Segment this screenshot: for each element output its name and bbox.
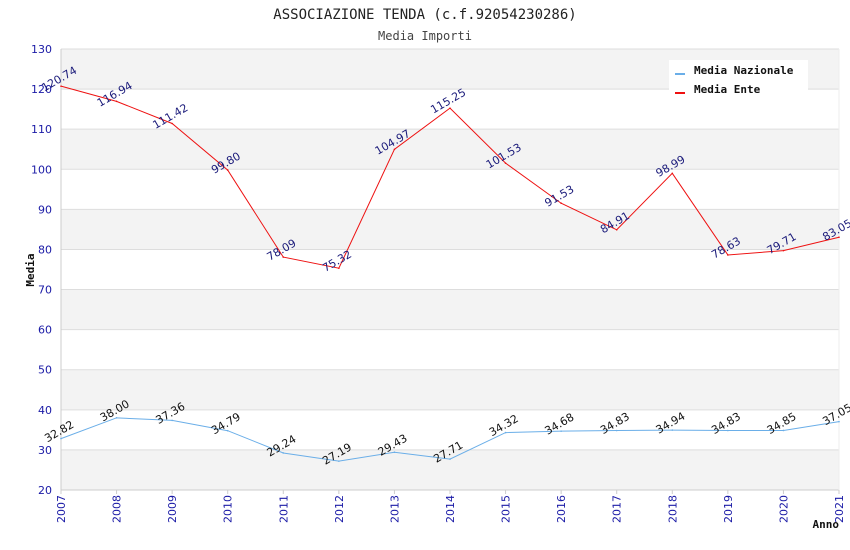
grid-band xyxy=(61,169,839,210)
chart-title: ASSOCIAZIONE TENDA (c.f.92054230286) xyxy=(273,7,576,23)
x-tick-label: 2016 xyxy=(555,495,568,523)
data-point xyxy=(282,256,285,258)
x-tick-label: 2011 xyxy=(277,495,290,523)
data-point xyxy=(504,431,507,434)
x-tick-label: 2009 xyxy=(166,495,179,523)
data-point xyxy=(393,451,396,453)
grid-band xyxy=(61,369,839,410)
data-point xyxy=(115,417,118,419)
legend-entry: Media Ente xyxy=(694,83,761,96)
y-tick-label: 20 xyxy=(38,484,52,497)
data-point xyxy=(449,107,451,109)
data-point xyxy=(338,460,340,462)
data-point xyxy=(727,429,729,432)
x-tick-label: 2020 xyxy=(777,495,790,523)
x-tick-label: 2019 xyxy=(722,495,735,523)
data-point xyxy=(671,429,674,431)
data-point xyxy=(782,429,785,432)
x-tick-label: 2015 xyxy=(500,495,513,523)
data-point xyxy=(393,148,396,151)
grid-band xyxy=(61,249,839,290)
data-point xyxy=(615,429,618,432)
data-point xyxy=(60,85,62,87)
data-point xyxy=(171,122,173,125)
data-point xyxy=(60,437,62,440)
x-tick-label: 2018 xyxy=(666,495,679,523)
x-tick-label: 2012 xyxy=(333,495,346,523)
y-axis-label: Media xyxy=(24,253,37,286)
data-point xyxy=(171,419,173,422)
grid-band xyxy=(61,289,839,330)
data-point xyxy=(226,169,229,171)
y-tick-label: 50 xyxy=(38,364,52,377)
y-tick-label: 30 xyxy=(38,444,52,457)
data-point xyxy=(671,172,674,175)
grid-band xyxy=(61,129,839,170)
y-tick-label: 120 xyxy=(31,83,52,96)
legend-entry: Media Nazionale xyxy=(694,64,794,77)
data-point xyxy=(838,236,840,239)
y-tick-label: 60 xyxy=(38,324,52,337)
data-point xyxy=(727,254,729,256)
x-tick-label: 2017 xyxy=(611,495,624,523)
grid-band xyxy=(61,329,839,370)
y-tick-label: 100 xyxy=(31,163,52,176)
grid-band xyxy=(61,209,839,250)
x-tick-label: 2021 xyxy=(833,495,846,523)
x-axis-label: Anno xyxy=(813,518,840,531)
data-point xyxy=(338,267,340,270)
data-point xyxy=(504,162,507,164)
x-tick-label: 2013 xyxy=(388,495,401,523)
x-tick-label: 2007 xyxy=(55,495,68,523)
data-point xyxy=(560,430,562,432)
grid-band xyxy=(61,409,839,450)
grid-band xyxy=(61,449,839,490)
data-point xyxy=(782,249,785,252)
chart-subtitle: Media Importi xyxy=(378,29,472,43)
y-tick-label: 40 xyxy=(38,404,52,417)
y-tick-label: 90 xyxy=(38,203,52,216)
data-point xyxy=(615,228,618,231)
x-tick-label: 2008 xyxy=(111,495,124,523)
y-tick-label: 80 xyxy=(38,243,52,256)
data-point xyxy=(560,202,562,205)
x-tick-label: 2010 xyxy=(222,495,235,523)
data-point xyxy=(115,100,118,103)
data-point xyxy=(282,452,285,454)
data-point xyxy=(226,429,229,432)
y-tick-label: 70 xyxy=(38,284,52,297)
data-point xyxy=(449,458,451,460)
y-tick-label: 110 xyxy=(31,123,52,136)
legend-box xyxy=(669,60,808,100)
y-tick-label: 130 xyxy=(31,43,52,56)
data-point xyxy=(838,420,840,423)
x-tick-label: 2014 xyxy=(444,495,457,523)
